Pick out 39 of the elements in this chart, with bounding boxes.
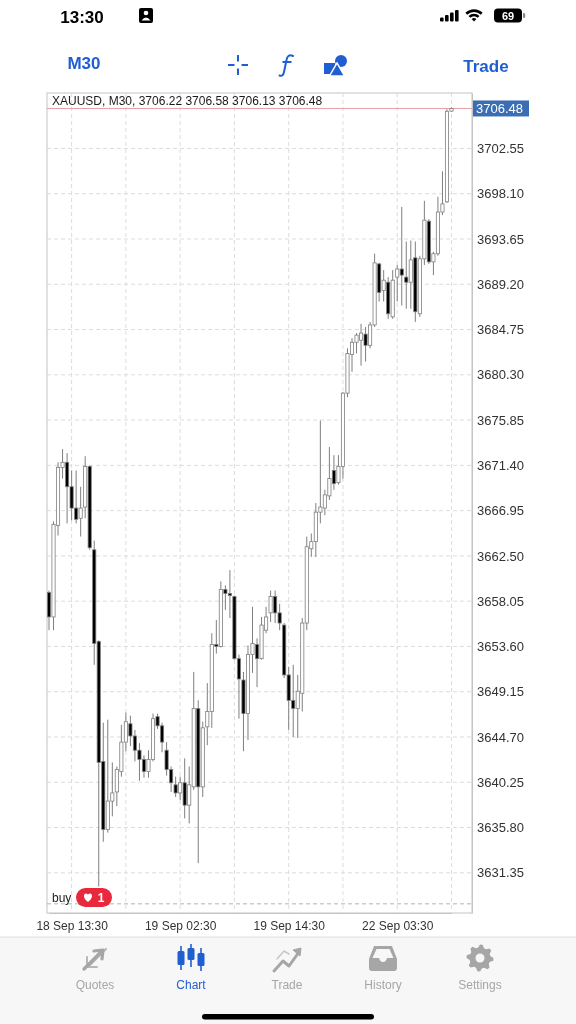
y-tick-label: 3653.60 [477,639,524,655]
y-tick-label: 3689.20 [477,276,524,292]
candlestick [404,241,409,310]
text: 13:30 [60,7,104,27]
text: History [364,978,402,992]
y-tick-label: 3658.05 [477,593,524,609]
text: M30 [67,53,101,73]
y-tick-label: 3680.30 [477,367,524,383]
x-tick-label: 22 Sep 03:30 [362,918,434,933]
y-tick-label: 3698.10 [477,186,524,202]
candlestick [363,326,368,363]
y-tick-label: 3640.25 [477,774,524,790]
y-tick-label: 3666.95 [477,503,524,519]
x-tick-label: 18 Sep 13:30 [36,918,109,933]
text: Trade [463,56,509,76]
text: Quotes [75,978,115,992]
chart-title: XAUUSD, M30, 3706.22 3706.58 3706.13 3706.48 [52,94,323,108]
y-tick-label: 3684.75 [477,322,524,338]
y-tick-label: 3635.80 [477,820,524,836]
text: 69 [501,10,515,22]
y-tick-label: 3649.15 [477,684,524,700]
y-tick-label: 3671.40 [477,458,524,474]
annotation: 1 [97,890,105,905]
x-tick-label: 19 Sep 14:30 [253,918,326,933]
y-tick-label: 3702.55 [477,141,524,157]
text: Trade [271,978,303,992]
candlestick [395,264,400,303]
y-tick-label: 3662.50 [477,548,524,564]
ref-line-label: 3706.48 [476,100,523,116]
y-tick-label: 3644.70 [477,729,524,745]
text: Chart [176,978,207,992]
x-tick-label: 19 Sep 02:30 [144,918,217,933]
y-tick-label: 3675.85 [477,412,524,428]
y-tick-label: 3631.35 [477,865,524,881]
ref-line-label: buy [52,890,72,905]
y-tick-label: 3693.65 [477,231,524,247]
candlestick [399,206,404,307]
candlestick [182,757,187,819]
text: Settings [458,978,502,992]
